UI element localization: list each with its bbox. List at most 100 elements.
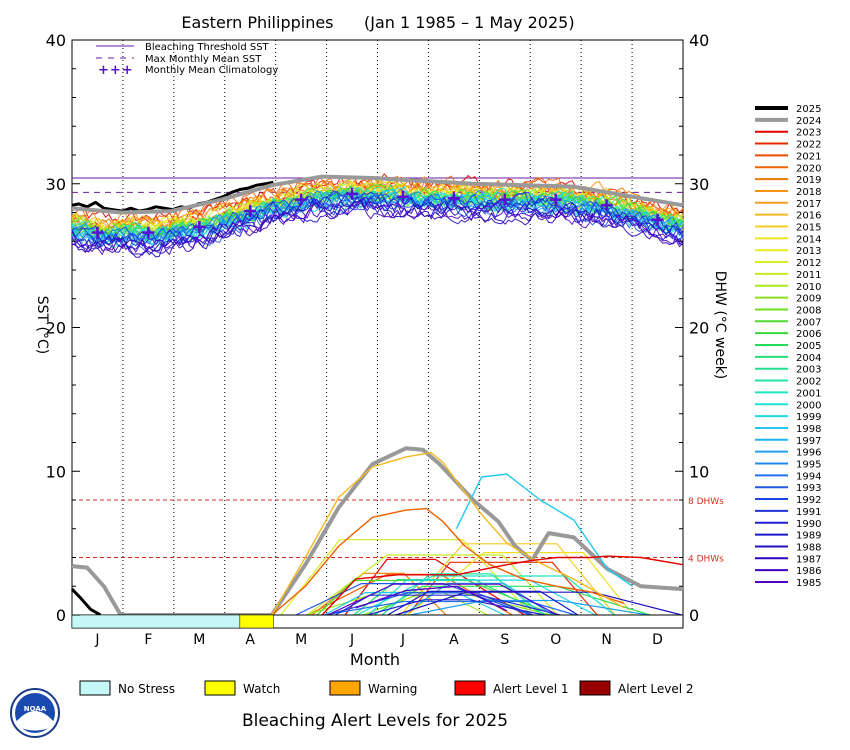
year-legend-label: 2016 <box>796 211 821 222</box>
alert-swatch <box>329 680 361 696</box>
year-legend-label: 2003 <box>796 365 821 376</box>
dhw-line-1994 <box>324 600 576 616</box>
y-tick-label-left: 0 <box>56 606 66 625</box>
climatology-marker <box>193 220 206 233</box>
sst-line-1987 <box>71 198 684 258</box>
alert-swatch <box>79 680 111 696</box>
x-tick-label: J <box>400 632 405 648</box>
year-legend-label: 1993 <box>796 483 821 494</box>
year-legend: 2025202420232022202120202019201820172016… <box>755 104 821 589</box>
climatology-marker <box>396 190 409 203</box>
y-tick-label-left: 40 <box>46 31 66 50</box>
x-tick-label: N <box>601 632 611 648</box>
year-legend-label: 2002 <box>796 377 821 388</box>
year-legend-label: 1996 <box>796 448 821 459</box>
climatology-markers <box>91 187 664 239</box>
dhw-line-2020 <box>271 507 625 616</box>
alert-swatch <box>204 680 236 696</box>
climatology-marker <box>498 193 511 206</box>
climatology-marker <box>447 192 460 205</box>
noaa-logo: NOAA <box>10 688 60 738</box>
climatology-marker <box>91 226 104 239</box>
year-legend-label: 2014 <box>796 234 821 245</box>
year-legend-label: 1990 <box>796 519 821 530</box>
year-legend-label: 2020 <box>796 163 821 174</box>
x-tick-label: D <box>652 632 663 648</box>
y-tick-label-right: 40 <box>689 31 709 50</box>
year-legend-label: 1994 <box>796 471 821 482</box>
year-legend-label: 1987 <box>796 554 821 565</box>
y-tick-label-left: 20 <box>46 319 66 338</box>
sst-line-1985 <box>71 196 684 256</box>
x-axis-label: Month <box>350 650 400 669</box>
year-legend-label: 2000 <box>796 400 821 411</box>
climatology-marker <box>244 205 257 218</box>
year-legend-label: 2021 <box>796 151 821 162</box>
alert-label: Watch <box>243 682 280 696</box>
year-legend-label: 2011 <box>796 270 821 281</box>
year-legend-label: 1986 <box>796 566 821 577</box>
year-legend-label: 1989 <box>796 531 821 542</box>
x-tick-label: A <box>449 632 459 648</box>
x-tick-label: J <box>94 632 99 648</box>
sst-line-1991 <box>71 189 684 246</box>
y-tick-label-right: 10 <box>689 462 709 481</box>
y-axis-label-left: SST (°C) <box>34 296 50 354</box>
dhw-line-1985 <box>327 583 558 616</box>
year-legend-label: 1991 <box>796 507 821 518</box>
sst-series <box>71 173 684 258</box>
year-legend-label: 1999 <box>796 412 821 423</box>
dhw-line-2011 <box>306 554 559 616</box>
status-bar-segment <box>239 614 274 629</box>
month-gridlines <box>122 40 633 615</box>
year-legend-label: 2008 <box>796 305 821 316</box>
x-tick-label: M <box>295 632 307 648</box>
x-tick-label: O <box>550 632 561 648</box>
top-legend: Bleaching Threshold SST Max Monthly Mean… <box>96 42 278 78</box>
year-legend-label: 2005 <box>796 341 821 352</box>
year-legend-label: 2019 <box>796 175 821 186</box>
alert-swatch <box>454 680 486 696</box>
dhw-line-2016 <box>271 451 625 616</box>
year-legend-label: 2006 <box>796 329 821 340</box>
x-tick-label: M <box>193 632 205 648</box>
year-legend-label: 2025 <box>796 104 821 115</box>
year-legend-label: 2015 <box>796 223 821 234</box>
climatology-legend-marker: +++ <box>98 63 134 78</box>
x-tick-label: F <box>144 632 152 648</box>
status-bar-segment <box>71 614 241 629</box>
climatology-marker <box>651 213 664 226</box>
dhw-reference-label: 4 DHWs <box>688 555 724 565</box>
y-tick-label-right: 20 <box>689 319 709 338</box>
alert-label: Alert Level 1 <box>493 682 569 696</box>
climatology-marker <box>295 193 308 206</box>
alert-status-bar <box>71 614 684 629</box>
year-legend-label: 2009 <box>796 294 821 305</box>
year-legend-label: 1997 <box>796 436 821 447</box>
year-legend-label: 1995 <box>796 460 821 471</box>
year-legend-label: 1985 <box>796 578 821 589</box>
dhw-line-2024 <box>71 446 684 617</box>
y-tick-label-left: 10 <box>46 462 66 481</box>
threshold-legend-label: Bleaching Threshold SST <box>145 42 270 53</box>
noaa-logo-text: NOAA <box>24 705 47 713</box>
dhw-line-2012 <box>280 539 532 616</box>
dhw-line-1990 <box>367 599 545 616</box>
dhw-line-2023 <box>344 558 525 616</box>
year-legend-label: 2001 <box>796 388 821 399</box>
year-legend-label: 2017 <box>796 199 821 210</box>
y-tick-label-left: 30 <box>46 175 66 194</box>
x-tick-label: S <box>500 632 509 648</box>
year-legend-label: 2012 <box>796 258 821 269</box>
x-tick-label: A <box>245 632 255 648</box>
year-legend-label: 2018 <box>796 187 821 198</box>
dhw-line-1989 <box>387 590 579 616</box>
alert-label: Alert Level 2 <box>618 682 694 696</box>
sst-line-1986 <box>71 202 684 258</box>
year-legend-label: 1992 <box>796 495 821 506</box>
climatology-legend-label: Monthly Mean Climatology <box>145 65 278 76</box>
dhw-line-1985 <box>355 585 508 612</box>
year-legend-label: 2013 <box>796 246 821 257</box>
dhw-series <box>70 446 684 617</box>
